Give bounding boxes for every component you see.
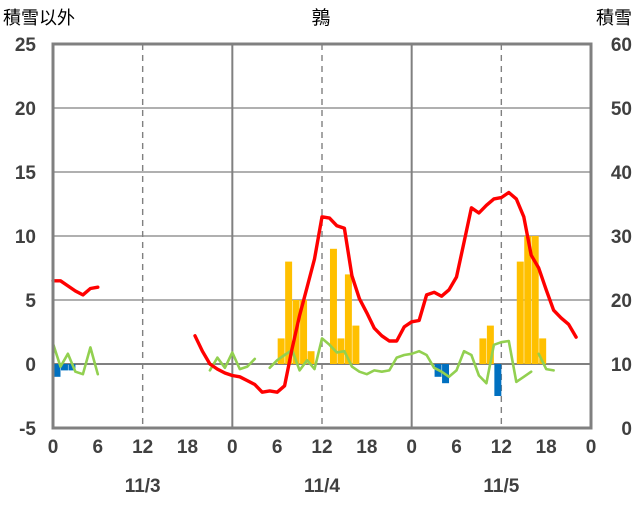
precip-bar bbox=[329, 248, 337, 364]
date-label: 11/5 bbox=[483, 476, 519, 497]
right-tick-label: 60 bbox=[611, 35, 632, 56]
x-tick-label: 0 bbox=[227, 437, 238, 458]
precip-bar bbox=[352, 325, 360, 364]
left-tick-label: 10 bbox=[15, 227, 36, 248]
precip-bar bbox=[516, 261, 524, 364]
x-tick-label: 6 bbox=[272, 437, 283, 458]
precip-bar bbox=[285, 261, 293, 364]
right-axis-label: 積雪 bbox=[596, 8, 632, 28]
x-tick-label: 6 bbox=[93, 437, 104, 458]
x-tick-label: 6 bbox=[451, 437, 462, 458]
right-tick-label: 50 bbox=[611, 99, 632, 120]
grid bbox=[53, 44, 591, 428]
green-series-line bbox=[268, 337, 533, 385]
left-tick-label: 0 bbox=[25, 355, 36, 376]
x-tick-label: 0 bbox=[48, 437, 59, 458]
x-tick-label: 12 bbox=[311, 437, 332, 458]
left-tick-label: 25 bbox=[15, 35, 37, 56]
green-series-line bbox=[51, 342, 100, 376]
precip-bar bbox=[300, 300, 308, 364]
plot-border bbox=[51, 42, 593, 430]
precip-bar bbox=[479, 338, 487, 364]
date-label: 11/3 bbox=[125, 476, 161, 497]
chart-title: 鶉 bbox=[311, 7, 330, 29]
date-label: 11/4 bbox=[304, 476, 340, 497]
precip-bar bbox=[307, 351, 315, 364]
right-tick-label: 30 bbox=[611, 227, 632, 248]
x-tick-label: 0 bbox=[586, 437, 597, 458]
precip-bar bbox=[277, 338, 285, 364]
x-tick-label: 18 bbox=[177, 437, 198, 458]
negative-bar bbox=[68, 364, 76, 371]
x-tick-label: 18 bbox=[536, 437, 557, 458]
x-tick-label: 0 bbox=[406, 437, 417, 458]
precip-bar bbox=[539, 338, 547, 364]
left-tick-label: 15 bbox=[15, 163, 37, 184]
temperature-line bbox=[51, 279, 100, 297]
x-tick-label: 12 bbox=[132, 437, 153, 458]
plot-frame bbox=[51, 42, 593, 430]
negative-bar bbox=[494, 364, 502, 396]
negative-bar bbox=[60, 364, 68, 371]
precip-bar bbox=[486, 325, 494, 364]
precip-bar bbox=[531, 236, 539, 364]
left-tick-label: 5 bbox=[25, 291, 36, 312]
precip-bar bbox=[344, 274, 352, 364]
green-series-line bbox=[537, 352, 555, 372]
x-tick-label: 18 bbox=[356, 437, 377, 458]
temperature-line bbox=[193, 190, 578, 394]
left-axis-label: 積雪以外 bbox=[3, 8, 75, 28]
right-tick-label: 20 bbox=[611, 291, 632, 312]
lines bbox=[51, 190, 578, 394]
right-tick-label: 0 bbox=[621, 419, 632, 440]
left-tick-label: 20 bbox=[15, 99, 36, 120]
x-tick-label: 12 bbox=[491, 437, 512, 458]
green-series-line bbox=[208, 351, 257, 372]
negative-bar bbox=[53, 364, 61, 377]
right-tick-label: 10 bbox=[611, 355, 632, 376]
precip-bar bbox=[524, 236, 532, 364]
left-tick-label: -5 bbox=[19, 419, 36, 440]
right-tick-label: 40 bbox=[611, 163, 632, 184]
